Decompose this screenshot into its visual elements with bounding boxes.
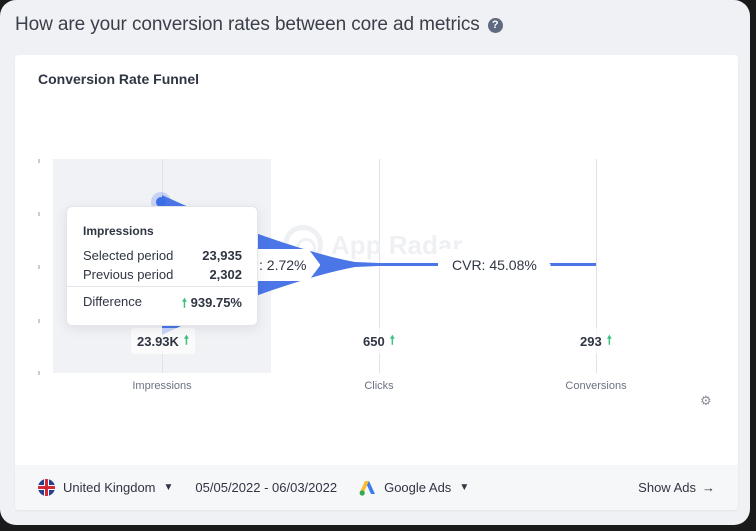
help-icon[interactable]: ? <box>487 17 503 33</box>
tooltip-selected-row: Selected period 23,935 <box>83 248 242 263</box>
axis-tick <box>38 319 40 323</box>
funnel-card: Conversion Rate Funnel App Radar : 2.72% <box>15 55 738 510</box>
axis-tick <box>38 212 40 216</box>
trend-up-icon: 🠕 <box>183 332 190 347</box>
show-ads-link[interactable]: Show Ads → <box>638 480 715 495</box>
value-clicks: 650 🠕 <box>357 328 401 354</box>
country-dropdown[interactable]: United Kingdom ▼ <box>38 479 173 496</box>
tooltip-difference-row: Difference 🠕 939.75% <box>83 294 242 310</box>
gridline-conversions <box>596 159 597 373</box>
category-label-conversions: Conversions <box>565 380 627 392</box>
trend-up-icon: 🠕 <box>181 296 188 310</box>
cvr-label: CVR: 45.08% <box>438 249 551 281</box>
google-ads-icon <box>359 480 376 496</box>
data-point-impressions[interactable] <box>156 197 166 207</box>
axis-tick <box>38 265 40 269</box>
trend-up-icon: 🠕 <box>389 332 395 347</box>
axis-tick <box>38 159 40 163</box>
trend-up-icon: 🠕 <box>606 332 612 347</box>
card-footer: United Kingdom ▼ 05/05/2022 - 06/03/2022… <box>15 465 738 510</box>
uk-flag-icon <box>38 479 55 496</box>
value-impressions: 23.93K 🠕 <box>131 328 196 354</box>
date-range-picker[interactable]: 05/05/2022 - 06/03/2022 <box>195 480 338 495</box>
gear-icon[interactable]: ⚙ <box>700 393 712 408</box>
category-label-clicks: Clicks <box>364 380 394 392</box>
caret-down-icon: ▼ <box>163 482 174 493</box>
funnel-chart: App Radar : 2.72% CVR: 45.08% 23.93K 🠕 65… <box>15 55 738 465</box>
tooltip-previous-row: Previous period 2,302 <box>83 267 242 282</box>
heading-text: How are your conversion rates between co… <box>15 14 480 35</box>
widget-heading: How are your conversion rates between co… <box>15 14 503 36</box>
chart-tooltip: Impressions Selected period 23,935 Previ… <box>66 206 258 326</box>
value-conversions: 293 🠕 <box>574 328 618 354</box>
channel-dropdown[interactable]: Google Ads ▼ <box>359 480 469 496</box>
arrow-right-icon: → <box>702 480 715 495</box>
card-title: Conversion Rate Funnel <box>38 71 200 87</box>
category-label-impressions: Impressions <box>132 380 192 392</box>
axis-tick <box>38 371 40 375</box>
caret-down-icon: ▼ <box>459 482 470 493</box>
tooltip-divider <box>67 286 257 287</box>
tooltip-title: Impressions <box>83 224 154 238</box>
